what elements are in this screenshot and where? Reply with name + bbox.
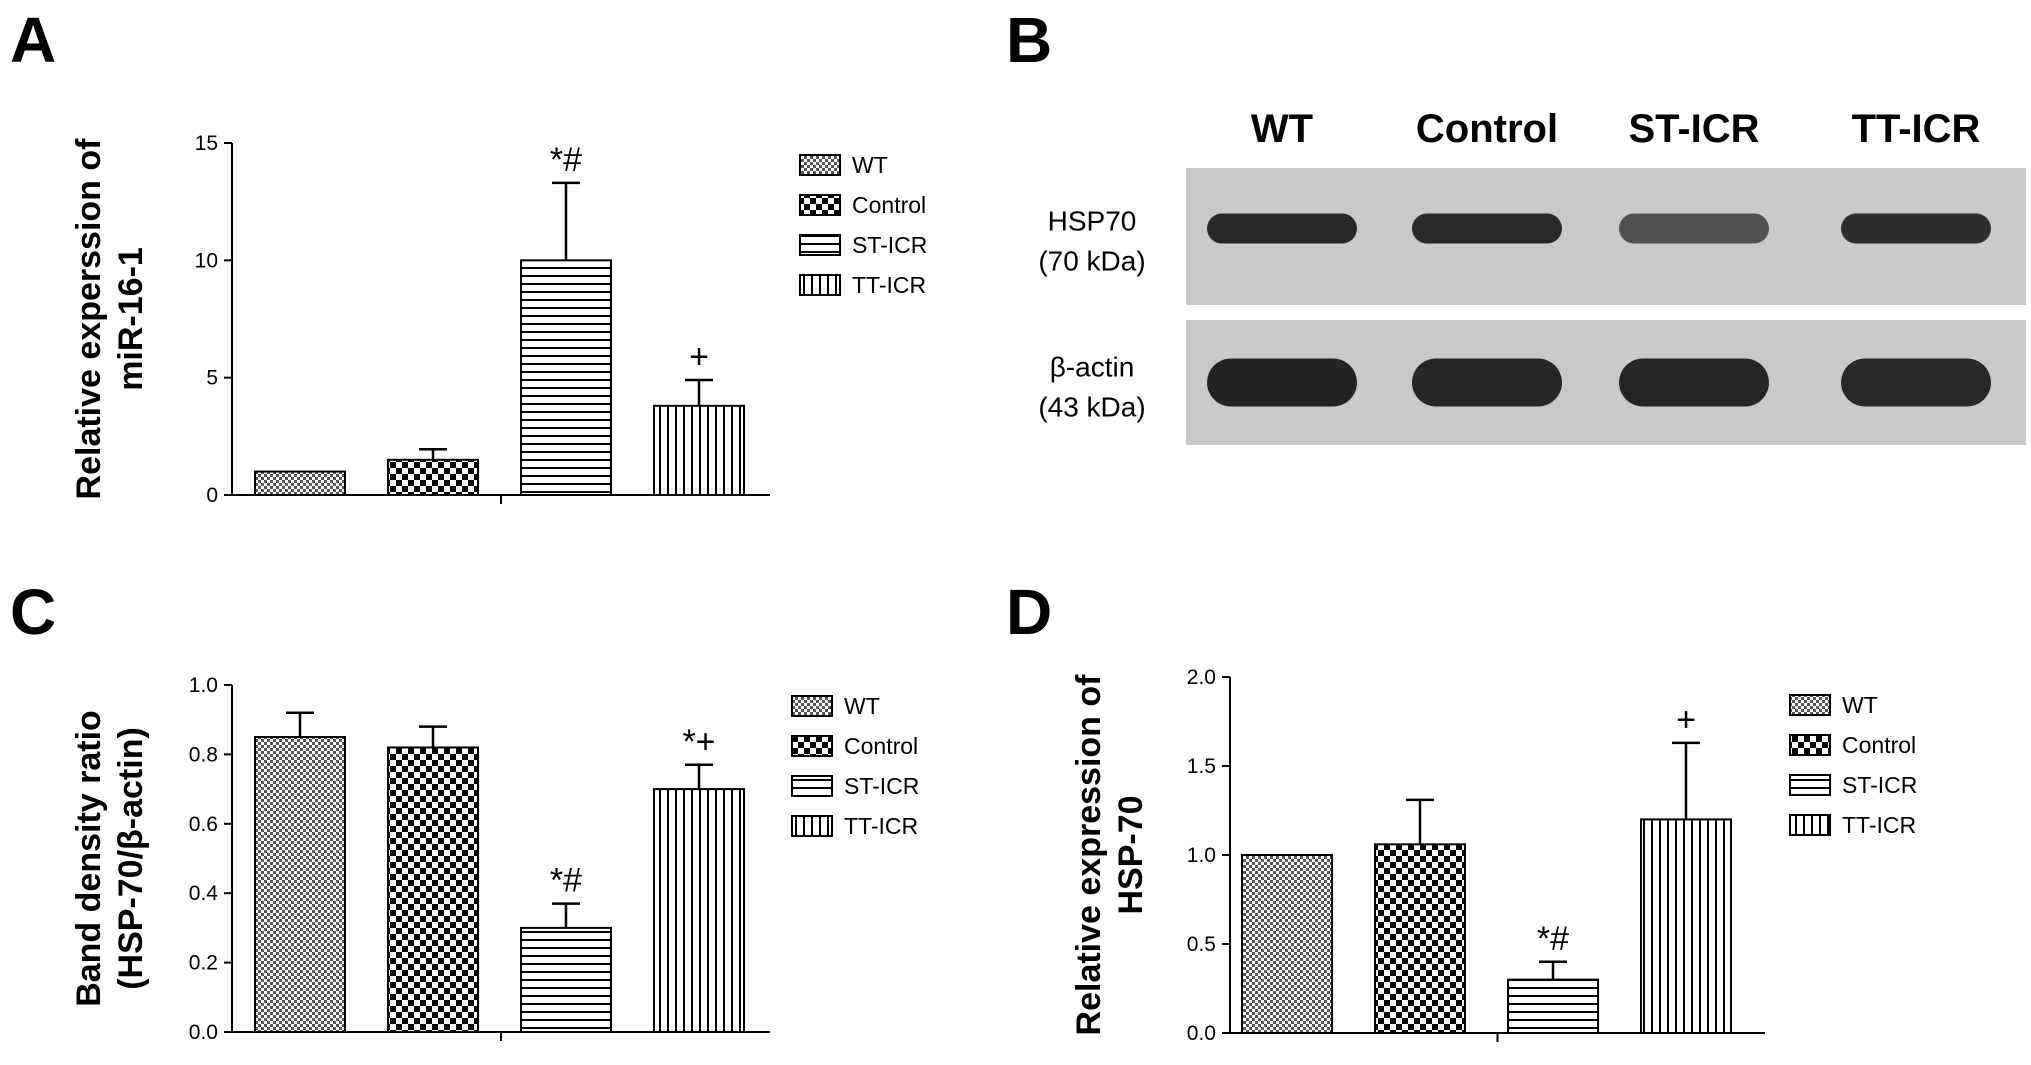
- legend-label: Control: [852, 192, 926, 218]
- legend-swatch-st-icr: [1789, 774, 1831, 796]
- panel-label-a: A: [10, 4, 57, 76]
- y-tick-label: 15: [195, 132, 218, 155]
- blot-band: [1841, 213, 1991, 244]
- legend-label: ST-ICR: [1842, 772, 1917, 798]
- blot-band: [1841, 358, 1991, 407]
- blot-band: [1619, 358, 1769, 407]
- y-tick-label: 10: [195, 249, 218, 272]
- y-axis-label-line1: Band density ratio: [70, 710, 108, 1007]
- legend-label: WT: [844, 693, 880, 719]
- lane-label-st-icr: ST-ICR: [1628, 107, 1759, 151]
- significance-marker: +: [1676, 701, 1696, 739]
- bar-control: [387, 458, 479, 496]
- y-tick-label: 0.5: [1187, 933, 1216, 956]
- legend-label: TT-ICR: [1842, 812, 1916, 838]
- y-tick-label: 0.8: [189, 743, 218, 766]
- bar-st-icr: [1507, 978, 1599, 1035]
- y-tick-label: 0: [206, 484, 218, 507]
- blot-row-sublabel: (70 kDa): [1038, 246, 1145, 277]
- legend-swatch-wt: [791, 695, 833, 717]
- legend-swatch-control: [791, 735, 833, 757]
- legend-swatch-st-icr: [791, 775, 833, 797]
- significance-marker: +: [689, 338, 709, 376]
- significance-marker: *#: [1537, 920, 1569, 958]
- blot-band: [1207, 358, 1357, 407]
- y-tick-label: 0.4: [189, 882, 219, 905]
- legend-swatch-wt: [1789, 694, 1831, 716]
- svg-text:Band density ratio(HSP-70/β-ac: Band density ratio (HSP-70/β-actin): [70, 710, 150, 1007]
- chart-c: Band density ratio (HSP-70/β-actin) 0.0 0.2…: [70, 674, 919, 1044]
- bar-tt-icr: [1640, 818, 1732, 1034]
- bar-tt-icr: [653, 788, 745, 1033]
- bar-wt: [1241, 854, 1333, 1034]
- blot-band: [1412, 213, 1562, 244]
- bar-wt: [254, 736, 346, 1034]
- legend-label: WT: [1842, 692, 1878, 718]
- legend-label: WT: [852, 152, 888, 178]
- legend-swatch-wt: [799, 154, 841, 176]
- legend-swatch-tt-icr: [791, 815, 833, 837]
- bar-wt: [254, 470, 346, 496]
- chart-d: Relative expression of HSP-70 0.0 0.5 1.0 1.5…: [1070, 666, 1917, 1045]
- lane-label-control: Control: [1416, 107, 1558, 151]
- bar-st-icr: [520, 926, 612, 1033]
- y-axis-label-line2: (HSP-70/β-actin): [112, 727, 150, 990]
- bar-tt-icr: [653, 404, 745, 496]
- lane-label-wt: WT: [1251, 107, 1313, 151]
- y-tick-label: 0.0: [1187, 1022, 1216, 1045]
- lane-label-tt-icr: TT-ICR: [1852, 107, 1981, 151]
- bar-control: [1374, 843, 1466, 1034]
- blot-row-label: HSP70: [1048, 206, 1137, 237]
- legend-label: TT-ICR: [852, 272, 926, 298]
- y-axis-label-line1: Relative experssion of: [70, 138, 108, 500]
- y-tick-label: 1.5: [1187, 755, 1216, 778]
- blot-band: [1412, 358, 1562, 407]
- legend-swatch-control: [799, 194, 841, 216]
- panel-label-d: D: [1006, 576, 1053, 648]
- y-axis-label-line2: miR-16-1: [112, 247, 150, 391]
- y-tick-label: 5: [206, 367, 218, 390]
- blot-row-label: β-actin: [1050, 352, 1135, 383]
- western-blot: WT Control ST-ICR TT-ICR HSP70 (70 kDa) β-acti…: [1038, 107, 2026, 445]
- chart-a: Relative experssion of miR-16-1 0 5 10 15 *# + W…: [70, 132, 927, 507]
- legend-label: TT-ICR: [844, 813, 918, 839]
- legend-label: ST-ICR: [852, 232, 927, 258]
- legend-label: Control: [1842, 732, 1916, 758]
- y-axis-label-line2: HSP-70: [1112, 795, 1150, 914]
- y-tick-label: 0.2: [189, 952, 218, 975]
- panel-label-c: C: [10, 576, 57, 648]
- y-tick-label: 0.0: [189, 1021, 218, 1044]
- blot-band: [1207, 213, 1357, 244]
- legend-swatch-st-icr: [799, 234, 841, 256]
- significance-marker: *+: [682, 723, 715, 761]
- y-axis-label-line1: Relative expression of: [1070, 674, 1108, 1036]
- legend-label: ST-ICR: [844, 773, 919, 799]
- bar-st-icr: [520, 259, 612, 497]
- blot-band: [1619, 213, 1769, 244]
- blot-row-sublabel: (43 kDa): [1038, 392, 1145, 423]
- y-tick-label: 2.0: [1187, 666, 1216, 689]
- y-tick-label: 1.0: [1187, 844, 1216, 867]
- y-tick-label: 0.6: [189, 813, 218, 836]
- legend-swatch-tt-icr: [1789, 814, 1831, 836]
- legend-swatch-tt-icr: [799, 274, 841, 296]
- significance-marker: *#: [550, 141, 582, 179]
- panel-label-b: B: [1006, 4, 1053, 76]
- legend-label: Control: [844, 733, 918, 759]
- bar-control: [387, 746, 479, 1034]
- y-tick-label: 1.0: [189, 674, 218, 697]
- significance-marker: *#: [550, 862, 582, 900]
- legend-swatch-control: [1789, 734, 1831, 756]
